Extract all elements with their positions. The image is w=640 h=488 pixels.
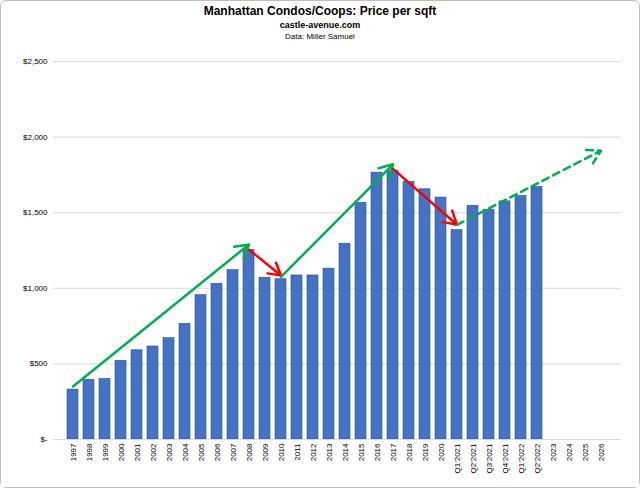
svg-text:2019: 2019 (421, 443, 430, 461)
svg-text:2014: 2014 (341, 443, 350, 461)
svg-text:2009: 2009 (261, 443, 270, 461)
html-text:Data: Miller Samuel: Data: Miller Samuel (285, 32, 355, 41)
svg-text:Q4'2021: Q4'2021 (501, 443, 510, 474)
svg-text:Q2'2022: Q2'2022 (533, 443, 542, 474)
svg-text:$500: $500 (30, 359, 48, 368)
svg-text:2018: 2018 (405, 443, 414, 461)
svg-text:Q3'2021: Q3'2021 (485, 443, 494, 474)
svg-text:2015: 2015 (357, 443, 366, 461)
svg-text:2010: 2010 (277, 443, 286, 461)
svg-text:1999: 1999 (101, 443, 110, 461)
svg-text:2026: 2026 (597, 443, 606, 461)
svg-text:1998: 1998 (85, 443, 94, 461)
svg-text:$-: $- (40, 435, 47, 444)
svg-text:2023: 2023 (549, 443, 558, 461)
svg-text:2024: 2024 (565, 443, 574, 461)
svg-text:2017: 2017 (389, 443, 398, 461)
svg-text:2007: 2007 (229, 443, 238, 461)
svg-text:2000: 2000 (117, 443, 126, 461)
html-text:Manhattan Condos/Coops: Price: Manhattan Condos/Coops: Price per sqft (203, 4, 437, 18)
svg-text:Q1'2022: Q1'2022 (517, 443, 526, 474)
svg-text:$2,500: $2,500 (23, 57, 48, 66)
svg-text:2011: 2011 (293, 443, 302, 461)
svg-text:Q2'2021: Q2'2021 (469, 443, 478, 474)
svg-text:2002: 2002 (149, 443, 158, 461)
svg-text:2005: 2005 (197, 443, 206, 461)
html-text:castle-avenue.com: castle-avenue.com (279, 20, 361, 30)
svg-text:1997: 1997 (69, 443, 78, 461)
svg-text:2020: 2020 (437, 443, 446, 461)
svg-text:2004: 2004 (181, 443, 190, 461)
svg-text:2025: 2025 (581, 443, 590, 461)
svg-text:2006: 2006 (213, 443, 222, 461)
svg-text:2003: 2003 (165, 443, 174, 461)
svg-text:Q1'2021: Q1'2021 (453, 443, 462, 474)
svg-text:2001: 2001 (133, 443, 142, 461)
svg-text:2016: 2016 (373, 443, 382, 461)
svg-text:$1,500: $1,500 (23, 208, 48, 217)
svg-text:$1,000: $1,000 (23, 284, 48, 293)
svg-text:2012: 2012 (309, 443, 318, 461)
svg-text:2008: 2008 (245, 443, 254, 461)
svg-text:2013: 2013 (325, 443, 334, 461)
svg-text:$2,000: $2,000 (23, 133, 48, 142)
